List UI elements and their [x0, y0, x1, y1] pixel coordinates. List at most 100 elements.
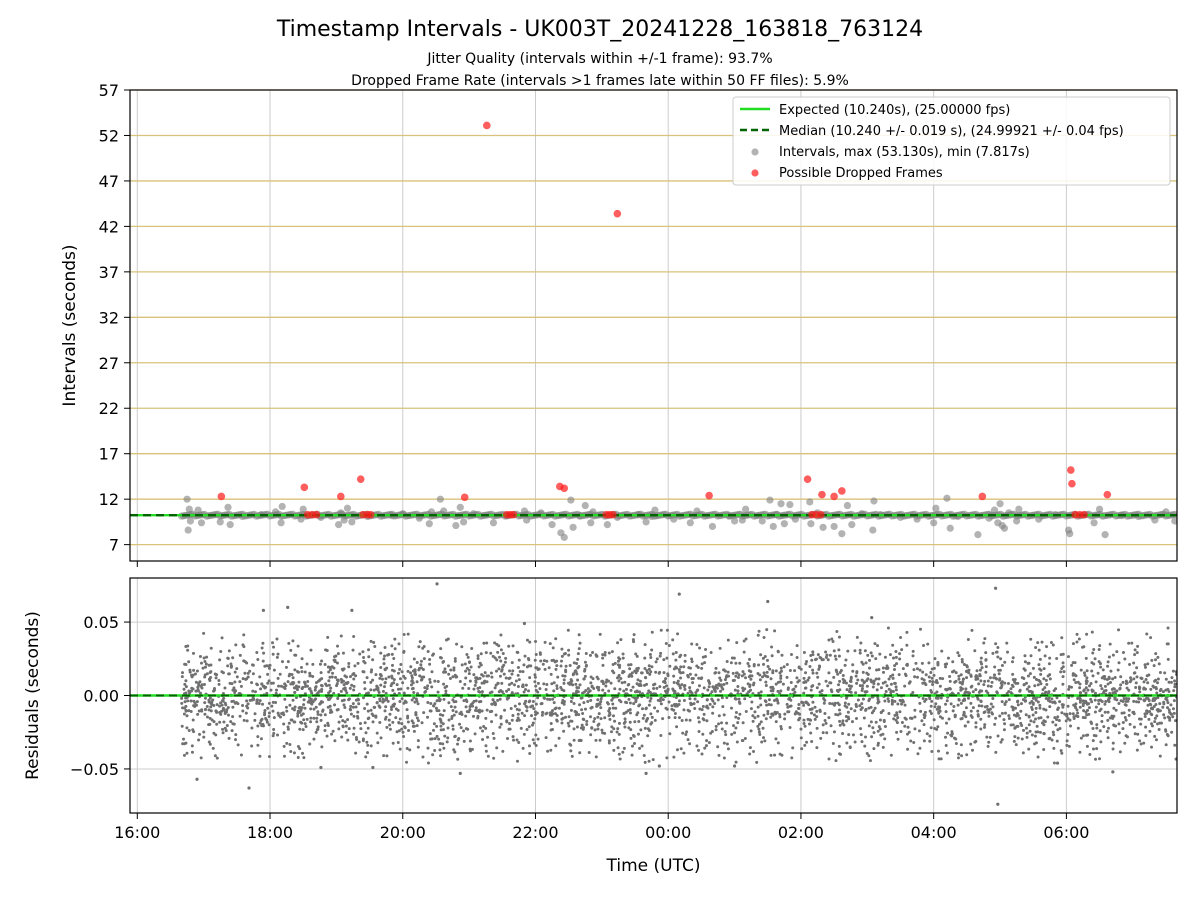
interval-point: [560, 533, 568, 541]
residual-point: [749, 677, 753, 681]
residual-point: [1036, 700, 1040, 704]
residual-point: [1164, 743, 1168, 747]
residual-point: [319, 671, 323, 675]
residual-point: [207, 663, 211, 667]
residual-point: [390, 676, 394, 680]
residual-point: [196, 712, 200, 716]
residual-point: [690, 691, 694, 695]
interval-point: [791, 515, 800, 523]
residual-point: [450, 717, 454, 721]
residual-point: [1151, 684, 1155, 688]
residual-point: [560, 647, 564, 651]
residual-point: [720, 727, 724, 731]
residual-point: [534, 652, 538, 656]
interval-point: [335, 521, 343, 529]
dropped-frame-point: [1068, 479, 1076, 488]
residual-point: [563, 674, 567, 678]
residual-point: [720, 721, 724, 725]
residual-point: [879, 686, 883, 690]
residual-point: [419, 678, 423, 682]
residual-point: [683, 659, 687, 663]
residual-point: [1035, 677, 1039, 681]
residual-point: [982, 641, 986, 645]
residual-point: [227, 649, 231, 653]
residual-point: [1121, 727, 1125, 731]
residual-point: [276, 676, 280, 680]
residual-point: [709, 651, 713, 655]
residual-point: [572, 701, 576, 705]
residual-point: [553, 712, 557, 716]
residual-point: [774, 669, 778, 673]
residual-point: [1117, 702, 1121, 706]
residual-point: [238, 714, 242, 718]
residual-point: [810, 658, 814, 662]
residual-point: [418, 640, 422, 644]
interval-point: [996, 500, 1004, 508]
residual-point: [675, 725, 679, 729]
residual-point: [549, 728, 553, 732]
residual-point: [296, 712, 300, 716]
residual-point: [180, 724, 184, 728]
residual-point: [874, 657, 878, 661]
residual-point: [1056, 728, 1060, 732]
residual-point: [274, 691, 278, 695]
residual-point: [432, 704, 436, 708]
residual-point: [607, 689, 611, 693]
residual-point: [384, 677, 388, 681]
residual-point: [1149, 712, 1153, 716]
residual-point: [529, 705, 533, 709]
residual-point: [499, 716, 503, 720]
residual-point: [950, 670, 954, 674]
residual-point: [320, 745, 324, 749]
residual-point: [870, 735, 874, 739]
legend-box: [732, 96, 1171, 186]
residual-point: [437, 737, 441, 741]
residual-point: [485, 680, 489, 684]
residual-point: [1085, 632, 1089, 636]
residual-point: [907, 730, 911, 734]
residual-point: [426, 715, 430, 719]
residual-point: [534, 733, 538, 737]
residual-point: [453, 659, 457, 663]
residual-point: [1084, 699, 1088, 703]
residual-point: [685, 730, 689, 734]
residual-point: [319, 718, 323, 722]
residual-point: [629, 736, 633, 740]
residual-point: [813, 705, 817, 709]
residual-point: [534, 713, 538, 717]
residual-point: [223, 726, 227, 730]
residual-point: [653, 682, 657, 686]
residual-point: [333, 655, 337, 659]
residual-point: [1035, 724, 1039, 728]
residual-point: [394, 716, 398, 720]
residual-point: [403, 726, 407, 730]
residual-point: [742, 639, 746, 643]
residual-point: [480, 673, 484, 677]
residual-point: [482, 641, 486, 645]
residual-point: [244, 711, 248, 715]
residual-point: [646, 727, 650, 731]
residual-point: [1162, 700, 1166, 704]
residual-outlier: [371, 765, 375, 770]
residual-point: [670, 707, 674, 711]
residual-point: [215, 703, 219, 707]
residual-point: [341, 724, 345, 728]
residual-point: [1153, 734, 1157, 738]
residual-point: [830, 702, 834, 706]
residual-point: [474, 706, 478, 710]
residual-point: [365, 740, 369, 744]
residual-point: [763, 739, 767, 743]
residual-point: [994, 716, 998, 720]
residual-point: [1000, 711, 1004, 715]
residual-point: [789, 680, 793, 684]
dropped-frame-point: [312, 510, 321, 519]
residual-point: [695, 642, 699, 646]
residual-point: [333, 658, 337, 662]
residual-point: [764, 700, 768, 704]
residual-point: [525, 638, 529, 642]
residual-point: [967, 691, 971, 695]
residual-point: [548, 713, 552, 717]
residual-point: [1111, 653, 1115, 657]
residual-point: [190, 750, 194, 754]
residual-point: [1078, 750, 1082, 754]
